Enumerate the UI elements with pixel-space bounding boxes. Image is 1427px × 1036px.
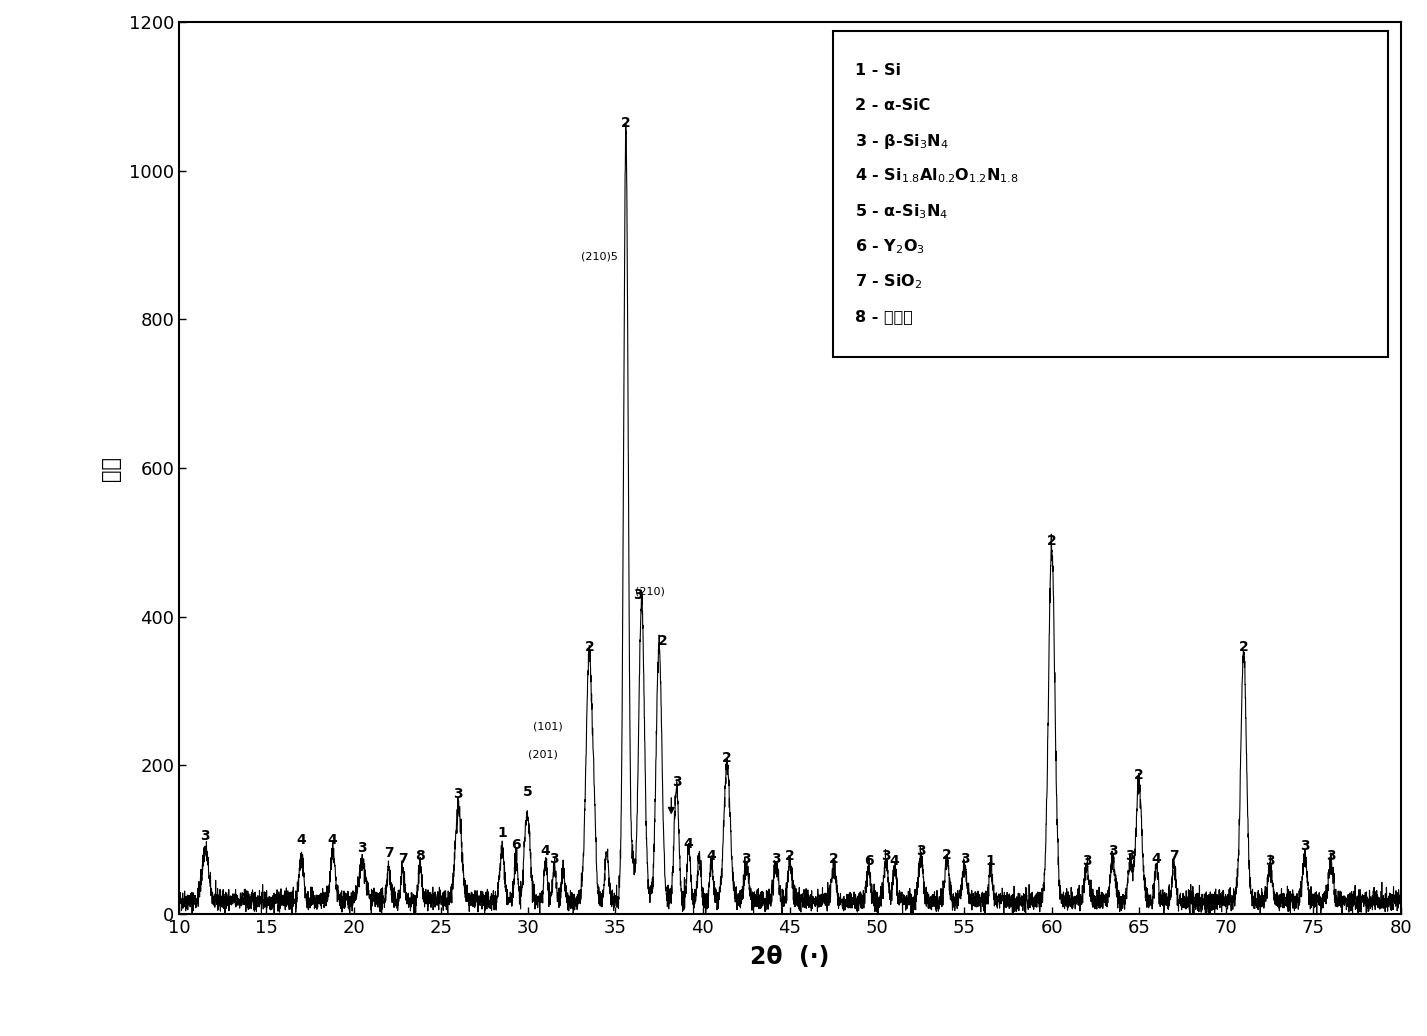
Text: 3: 3 [1126,850,1134,863]
Text: 4 - Si$_{1.8}$Al$_{0.2}$O$_{1.2}$N$_{1.8}$: 4 - Si$_{1.8}$Al$_{0.2}$O$_{1.2}$N$_{1.8… [855,167,1017,185]
Text: 4: 4 [297,833,307,847]
Text: 7: 7 [398,852,407,866]
Text: 4: 4 [890,854,899,868]
FancyBboxPatch shape [833,31,1388,356]
Text: 2: 2 [942,848,952,862]
Text: 4: 4 [684,837,694,851]
Text: 3: 3 [959,852,969,866]
Text: 7: 7 [1169,850,1179,863]
Text: 3: 3 [634,587,644,602]
Text: 3: 3 [1326,850,1336,863]
Text: 2: 2 [585,640,594,654]
Text: 6 - Y$_2$O$_3$: 6 - Y$_2$O$_3$ [855,237,925,256]
Text: 6: 6 [863,854,873,868]
Text: 8 - 莱河矿: 8 - 莱河矿 [855,309,912,324]
Text: 3: 3 [1300,839,1310,853]
Text: 4: 4 [541,843,551,858]
Text: 4: 4 [1152,852,1162,866]
Text: 4: 4 [328,833,338,847]
Text: 3: 3 [880,850,890,863]
Text: 1: 1 [986,854,996,868]
Text: 2: 2 [722,751,732,766]
Text: 3: 3 [549,852,559,866]
Text: 2: 2 [785,850,795,863]
Text: 3: 3 [672,775,681,789]
X-axis label: 2θ  (·): 2θ (·) [751,945,829,970]
Text: 2: 2 [1134,768,1144,782]
Text: 4: 4 [706,850,716,863]
Text: 2: 2 [1047,535,1056,548]
Text: 8: 8 [415,850,425,863]
Text: 2: 2 [829,852,839,866]
Text: 3: 3 [1107,844,1117,858]
Text: (101): (101) [534,722,564,731]
Y-axis label: 强度: 强度 [101,456,121,481]
Text: (210)5: (210)5 [581,252,618,262]
Text: 5 - α-Si$_3$N$_4$: 5 - α-Si$_3$N$_4$ [855,202,948,221]
Text: 3 - β-Si$_3$N$_4$: 3 - β-Si$_3$N$_4$ [855,132,949,150]
Text: 1: 1 [497,826,507,839]
Text: 1 - Si: 1 - Si [855,63,900,79]
Text: 2 - α-SiC: 2 - α-SiC [855,98,930,113]
Text: 3: 3 [358,840,367,855]
Text: 7 - SiO$_2$: 7 - SiO$_2$ [855,272,922,291]
Text: 6: 6 [511,837,521,852]
Text: 3: 3 [1264,854,1274,868]
Text: 2: 2 [1239,640,1249,654]
Text: 3: 3 [1082,854,1092,868]
Text: 3: 3 [201,830,210,843]
Text: (210): (210) [635,586,665,597]
Text: 2: 2 [621,116,631,130]
Text: 5: 5 [524,785,534,799]
Text: 3: 3 [771,852,781,866]
Text: 7: 7 [384,846,394,861]
Text: 3: 3 [454,787,464,801]
Text: 3: 3 [742,852,751,866]
Text: 2: 2 [658,634,668,648]
Text: (201): (201) [528,750,558,759]
Text: 3: 3 [916,844,926,858]
